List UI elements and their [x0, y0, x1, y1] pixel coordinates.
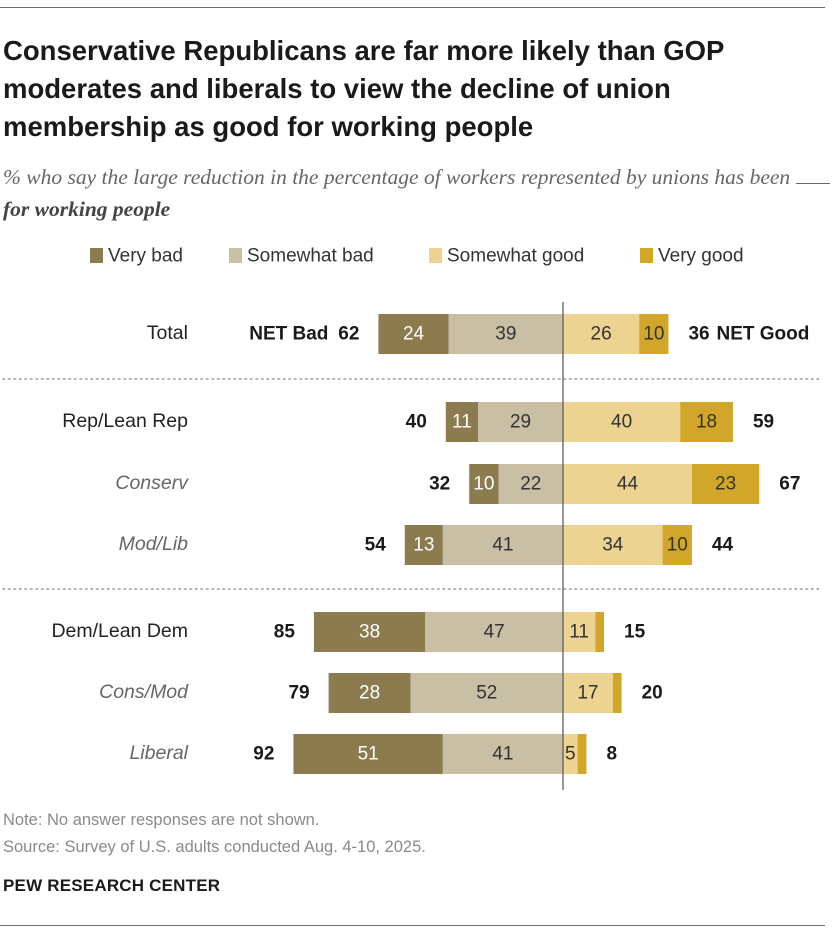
net-good-value: 44 — [712, 535, 734, 556]
data-label-somewhat-bad: 39 — [495, 324, 516, 345]
data-label-somewhat-good: 26 — [591, 324, 612, 345]
row-label-cons-mod: Cons/Mod — [99, 681, 189, 703]
data-label-somewhat-good: 17 — [577, 683, 598, 704]
brand-label: PEW RESEARCH CENTER — [3, 876, 221, 895]
row-label-rep-lean-rep: Rep/Lean Rep — [62, 410, 188, 432]
data-label-somewhat-good: 44 — [617, 474, 639, 495]
net-good-value: 20 — [642, 683, 663, 704]
bar-somewhat-bad — [410, 673, 563, 713]
net-bad-value: 85 — [274, 622, 296, 643]
legend-label-very-good: Very good — [658, 246, 744, 267]
data-label-very-bad: 24 — [403, 324, 425, 345]
bar-very-good — [691, 464, 760, 504]
data-label-somewhat-bad: 41 — [492, 744, 513, 765]
net-bad-value: 92 — [253, 744, 274, 765]
data-label-somewhat-bad: 41 — [492, 535, 513, 556]
bar-somewhat-bad — [478, 402, 563, 442]
row-label-mod-lib: Mod/Lib — [119, 533, 189, 555]
data-label-somewhat-bad: 52 — [476, 683, 497, 704]
net-bad-value: 32 — [429, 474, 450, 495]
diverging-bar-chart: Very bad Somewhat bad Somewhat good Very go… — [2, 246, 823, 790]
data-label-somewhat-good: 5 — [565, 744, 576, 765]
row-label-conserv: Conserv — [115, 472, 189, 494]
bar-somewhat-bad — [442, 525, 563, 565]
net-bad-value: 54 — [365, 535, 387, 556]
subtitle-text: % who say the large reduction in the per… — [3, 165, 791, 189]
bar-very-good — [577, 734, 587, 774]
bar-very-good — [612, 673, 622, 713]
data-label-very-good: 10 — [667, 535, 688, 556]
chart-title: Conservative Republicans are far more li… — [3, 35, 724, 142]
data-label-very-good: 23 — [715, 474, 736, 495]
legend-label-somewhat-bad: Somewhat bad — [247, 246, 374, 267]
net-good-value: 59 — [753, 412, 774, 433]
subtitle-emphasis: for working people — [3, 197, 171, 221]
legend-swatch-somewhat-good — [429, 248, 442, 263]
bar-somewhat-bad — [425, 612, 563, 652]
bar-somewhat-good — [563, 525, 663, 565]
row-label-liberal: Liberal — [129, 742, 188, 764]
data-label-very-bad: 11 — [452, 412, 472, 433]
data-label-very-bad: 51 — [358, 744, 379, 765]
bar-very-good — [595, 612, 605, 652]
bar-somewhat-good — [563, 673, 613, 713]
data-label-somewhat-good: 11 — [569, 622, 589, 643]
bar-very-bad — [404, 525, 443, 565]
data-label-very-bad: 13 — [413, 535, 434, 556]
chart-source: Source: Survey of U.S. adults conducted … — [3, 838, 426, 856]
bar-somewhat-good — [563, 402, 681, 442]
bar-very-bad — [313, 612, 426, 652]
subtitle-blank — [795, 163, 830, 184]
net-bad-label: NET Bad — [249, 324, 328, 345]
chart-subtitle: % who say the large reduction in the per… — [3, 161, 833, 225]
bar-somewhat-good — [563, 464, 692, 504]
data-label-very-bad: 28 — [359, 683, 380, 704]
bar-very-bad — [469, 464, 499, 504]
bar-very-bad — [378, 314, 449, 354]
net-bad-value: 62 — [338, 324, 359, 345]
net-good-value: 67 — [779, 474, 800, 495]
top-rule — [0, 7, 825, 8]
data-label-very-bad: 10 — [473, 474, 494, 495]
row-label-dem-lean-dem: Dem/Lean Dem — [51, 620, 188, 642]
data-label-somewhat-bad: 47 — [484, 622, 505, 643]
bar-very-bad — [293, 734, 443, 774]
net-bad-value: 79 — [288, 683, 309, 704]
legend-label-somewhat-good: Somewhat good — [447, 246, 584, 267]
bar-somewhat-bad — [498, 464, 563, 504]
net-bad-value: 40 — [406, 412, 427, 433]
data-label-somewhat-good: 34 — [602, 535, 624, 556]
bar-very-good — [639, 314, 669, 354]
bottom-rule — [0, 925, 825, 926]
data-label-somewhat-good: 40 — [611, 412, 632, 433]
bar-somewhat-bad — [448, 314, 563, 354]
bar-very-bad — [328, 673, 411, 713]
bar-very-bad — [445, 402, 479, 442]
bar-very-good — [680, 402, 733, 442]
net-good-value: 36 — [688, 324, 709, 345]
bar-very-good — [662, 525, 692, 565]
net-good-value: 8 — [606, 744, 617, 765]
data-label-somewhat-bad: 22 — [520, 474, 541, 495]
bar-somewhat-bad — [442, 734, 563, 774]
data-label-very-good: 10 — [643, 324, 664, 345]
data-label-very-good: 18 — [696, 412, 717, 433]
legend-swatch-very-bad — [90, 248, 103, 263]
data-label-very-bad: 38 — [359, 622, 380, 643]
bar-somewhat-good — [563, 734, 578, 774]
net-good-label: NET Good — [716, 324, 809, 345]
bar-somewhat-good — [563, 314, 640, 354]
legend-label-very-bad: Very bad — [108, 246, 183, 267]
bar-somewhat-good — [563, 612, 596, 652]
legend-swatch-very-good — [640, 248, 653, 263]
data-label-somewhat-bad: 29 — [510, 412, 531, 433]
row-label-total: Total — [147, 322, 188, 344]
chart-note: Note: No answer responses are not shown. — [3, 811, 320, 829]
legend-swatch-somewhat-bad — [229, 248, 242, 263]
net-good-value: 15 — [624, 622, 646, 643]
